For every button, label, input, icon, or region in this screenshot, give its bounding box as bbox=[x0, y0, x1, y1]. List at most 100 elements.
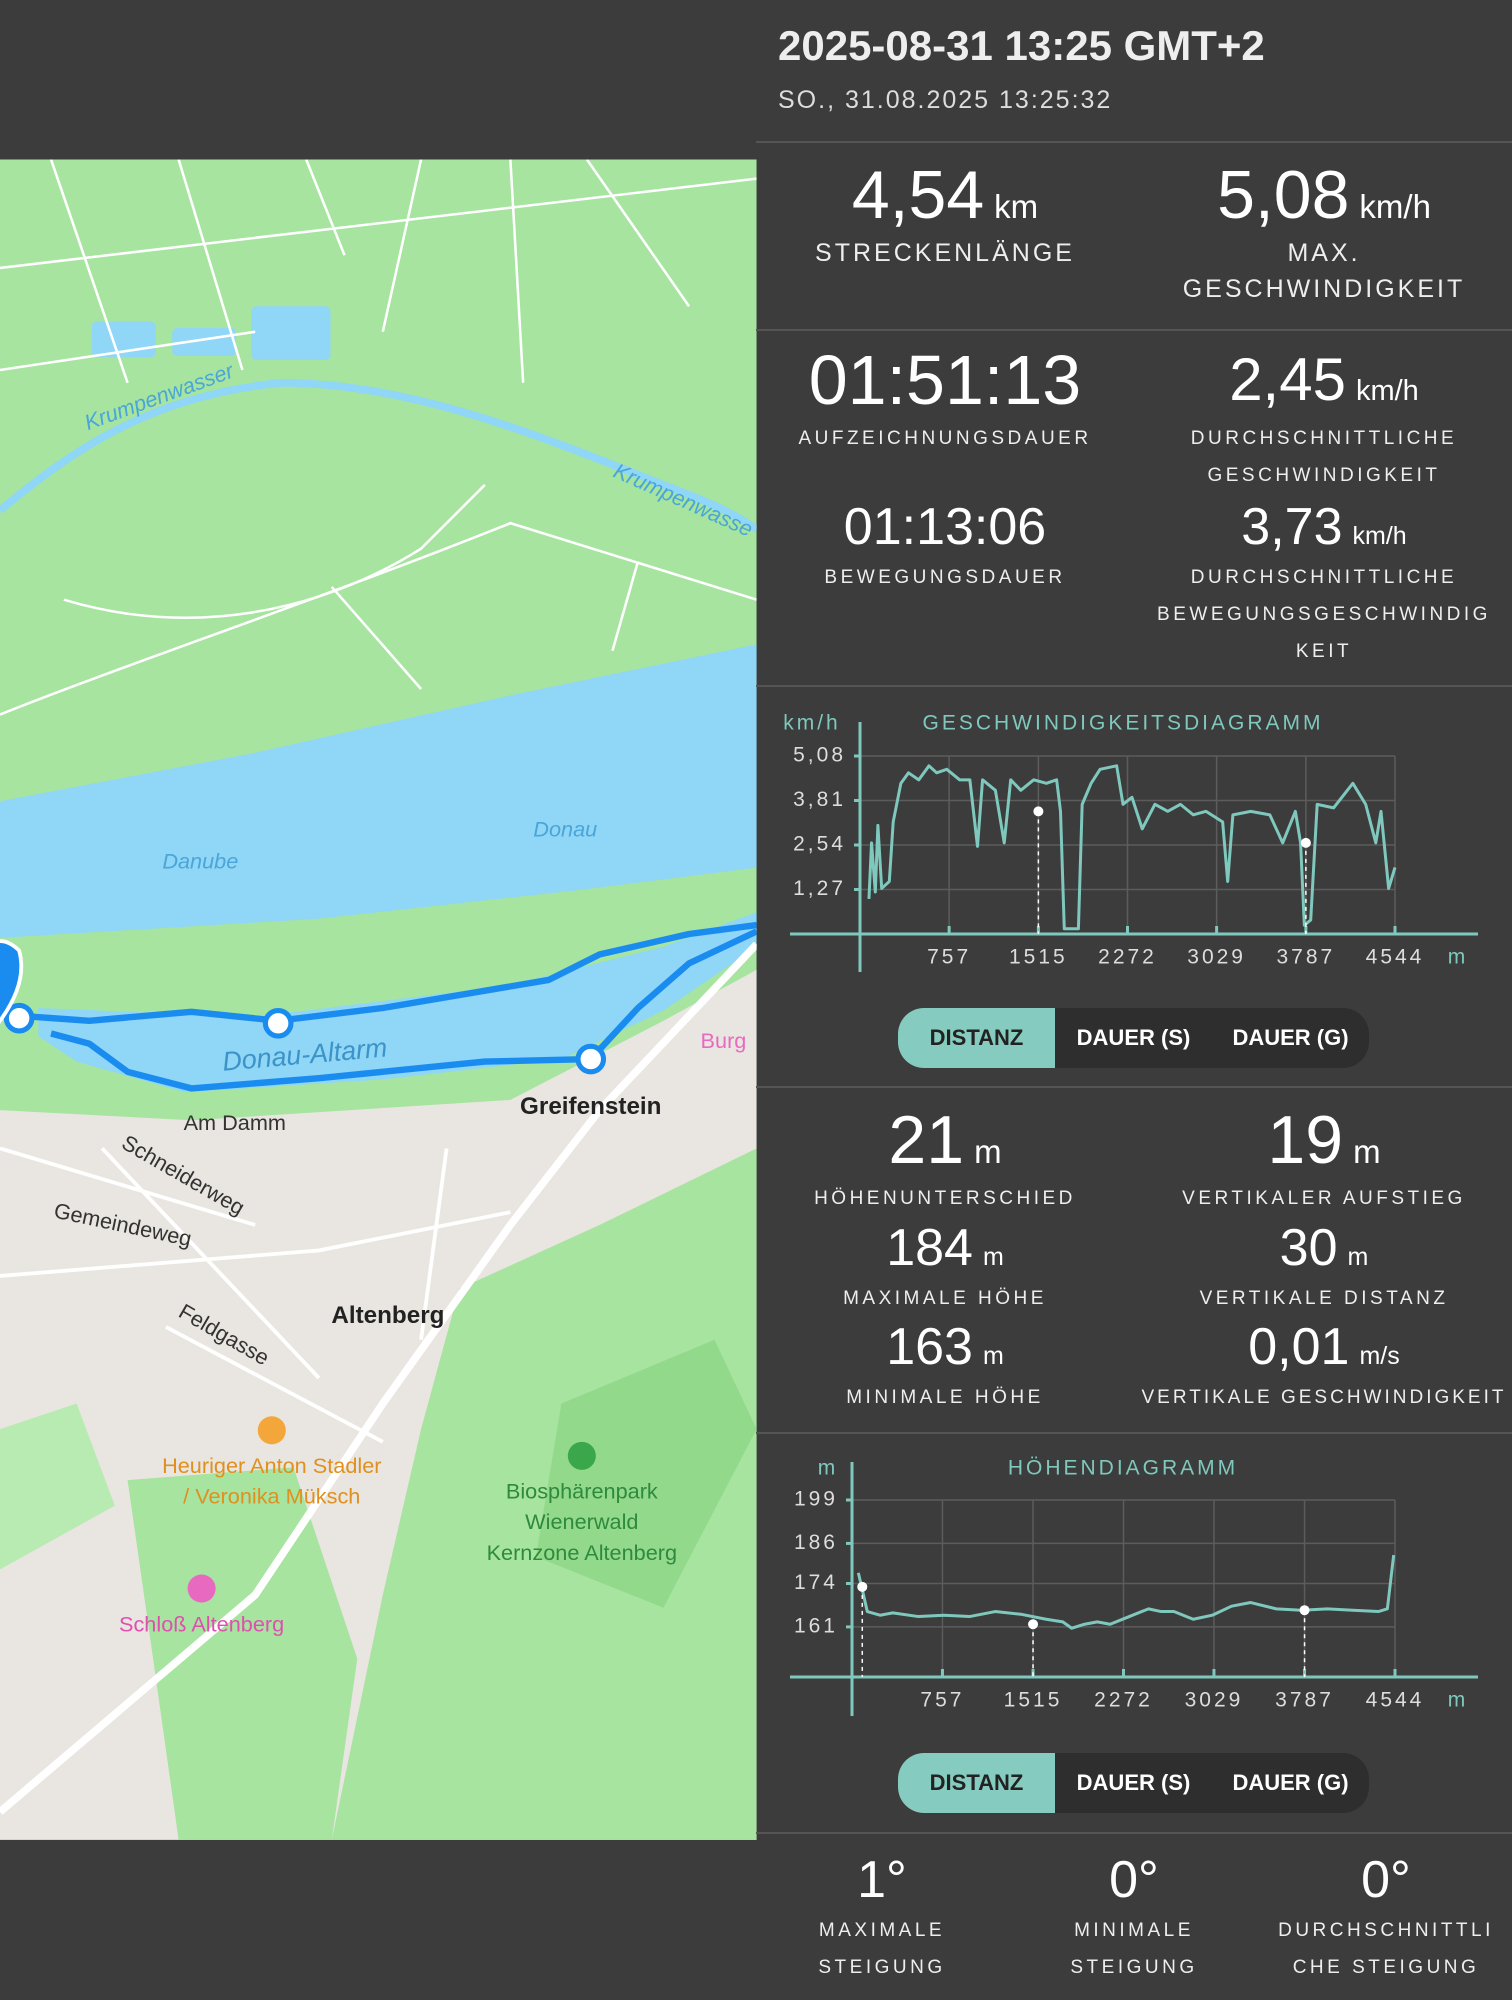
map-label: Donau bbox=[533, 816, 597, 841]
value: 163 bbox=[886, 1318, 973, 1376]
tab-button[interactable]: DAUER (G) bbox=[1232, 1770, 1349, 1795]
x-tick-label: 3787 bbox=[1275, 1689, 1334, 1712]
y-tick-label: 3,81 bbox=[793, 788, 846, 811]
stat-value: 0,01 m/s bbox=[1124, 1315, 1512, 1379]
tab-button[interactable]: DISTANZ bbox=[898, 1753, 1055, 1813]
marker bbox=[1300, 837, 1311, 848]
stat: 30 m VERTIKALE DISTANZ bbox=[1124, 1216, 1512, 1317]
stat: 01:51:13 AUFZEICHNUNGSDAUER bbox=[745, 340, 1145, 457]
x-tick-label: 1515 bbox=[1004, 1689, 1063, 1712]
stat-value: 01:51:13 bbox=[745, 340, 1145, 420]
stat-label: STRECKENLÄNGE bbox=[815, 239, 1075, 267]
tab-button[interactable]: DAUER (S) bbox=[1076, 1025, 1191, 1050]
y-axis-label: km/h bbox=[783, 712, 841, 735]
value: 21 bbox=[888, 1102, 965, 1178]
value: 0° bbox=[1109, 1851, 1159, 1909]
segmented-control: DISTANZ DAUER (S) DAUER (G) bbox=[898, 1753, 1369, 1813]
marker bbox=[1299, 1605, 1310, 1616]
chart-title: HÖHENDIAGRAMM bbox=[1008, 1457, 1238, 1480]
map-label: Biosphärenpark bbox=[506, 1479, 658, 1504]
stat-label: HÖHENUNTERSCHIED bbox=[814, 1188, 1076, 1209]
stat-value: 01:13:06 bbox=[745, 495, 1145, 559]
x-tick-label: 3787 bbox=[1277, 946, 1336, 969]
unit: km/h bbox=[1359, 188, 1431, 225]
tab-button[interactable]: DAUER (S) bbox=[1076, 1770, 1191, 1795]
unit: m bbox=[982, 1243, 1004, 1271]
value: 4,54 bbox=[851, 157, 985, 233]
stat: 01:13:06 BEWEGUNGSDAUER bbox=[745, 495, 1145, 596]
unit: km bbox=[994, 188, 1039, 225]
y-axis-label: m bbox=[818, 1457, 839, 1480]
stat-value: 30 m bbox=[1124, 1216, 1512, 1280]
value: 0,01 bbox=[1248, 1318, 1350, 1376]
stat-label: VERTIKALER AUFSTIEG bbox=[1182, 1188, 1466, 1209]
x-axis-label: m bbox=[1448, 946, 1469, 969]
stat-label: MINIMALE STEIGUNG bbox=[1070, 1920, 1198, 1978]
map-label: Wienerwald bbox=[525, 1509, 638, 1534]
stat-label: DURCHSCHNITTLICHE GESCHWINDIGKEIT bbox=[1190, 428, 1458, 486]
map-label: Am Damm bbox=[184, 1110, 286, 1135]
map-label: Greifenstein bbox=[520, 1093, 661, 1120]
unit: km/h bbox=[1352, 522, 1407, 550]
value: 3,73 bbox=[1241, 498, 1343, 556]
map-label: Altenberg bbox=[331, 1302, 444, 1329]
value: 19 bbox=[1267, 1102, 1344, 1178]
y-tick-label: 1,27 bbox=[793, 877, 846, 900]
x-tick-label: 2272 bbox=[1098, 946, 1157, 969]
stat-label: AUFZEICHNUNGSDAUER bbox=[798, 428, 1092, 449]
tab-button[interactable]: DAUER (G) bbox=[1232, 1025, 1349, 1050]
value: 0° bbox=[1361, 1851, 1411, 1909]
stat-value: 184 m bbox=[745, 1216, 1145, 1280]
map-label: Burg bbox=[701, 1028, 747, 1053]
marker bbox=[1028, 1619, 1039, 1630]
unit: m bbox=[1353, 1133, 1381, 1170]
unit: m bbox=[974, 1133, 1002, 1170]
marker bbox=[1033, 806, 1044, 817]
stat-label: VERTIKALE GESCHWINDIGKEIT bbox=[1141, 1387, 1507, 1408]
data-line bbox=[867, 764, 1397, 931]
title: 2025-08-31 13:25 GMT+2 bbox=[778, 22, 1265, 69]
stat: 2,45 km/h DURCHSCHNITTLICHE GESCHWINDIGKEI… bbox=[1124, 340, 1512, 494]
stat-value: 19 m bbox=[1124, 1100, 1512, 1180]
separators bbox=[756, 141, 1512, 1834]
unit: km/h bbox=[1355, 375, 1419, 407]
stat: 21 m HÖHENUNTERSCHIED bbox=[745, 1100, 1145, 1217]
y-tick-label: 199 bbox=[794, 1488, 838, 1511]
value: 1° bbox=[857, 1851, 907, 1909]
data-line bbox=[856, 1554, 1396, 1630]
y-tick-label: 186 bbox=[794, 1531, 838, 1554]
stat-value: 21 m bbox=[745, 1100, 1145, 1180]
unit: m bbox=[982, 1342, 1004, 1370]
stat: 1° MAXIMALE STEIGUNG bbox=[760, 1848, 1005, 1986]
map[interactable]: Krumpenwasser Krumpenwasse Danube Donau … bbox=[0, 159, 757, 1840]
value: 01:51:13 bbox=[808, 341, 1082, 419]
value: 30 bbox=[1279, 1219, 1338, 1277]
unit: m/s bbox=[1359, 1342, 1400, 1370]
x-tick-label: 4544 bbox=[1366, 1689, 1425, 1712]
x-tick-label: 757 bbox=[927, 946, 971, 969]
x-axis-label: m bbox=[1448, 1689, 1469, 1712]
unit: m bbox=[1347, 1243, 1369, 1271]
stat-label: MAXIMALE STEIGUNG bbox=[818, 1920, 946, 1978]
chart-title: GESCHWINDIGKEITSDIAGRAMM bbox=[922, 712, 1323, 735]
x-tick-label: 1515 bbox=[1009, 946, 1068, 969]
segmented-control: DISTANZ DAUER (S) DAUER (G) bbox=[898, 1008, 1369, 1068]
value: 5,08 bbox=[1217, 157, 1350, 233]
stat-label: DURCHSCHNITTLICHE BEWEGUNGSGESCHWINDIGKE… bbox=[1157, 567, 1491, 662]
tab-button[interactable]: DISTANZ bbox=[898, 1008, 1055, 1068]
map-label: Schloß Altenberg bbox=[119, 1611, 284, 1636]
map-label: / Veronika Müksch bbox=[183, 1484, 360, 1509]
stat-value: 0° bbox=[1012, 1848, 1257, 1912]
map-label: Kernzone Altenberg bbox=[487, 1540, 678, 1565]
stat: 4,54 km STRECKENLÄNGE bbox=[785, 155, 1105, 271]
x-tick-label: 4544 bbox=[1366, 946, 1425, 969]
stat: 184 m MAXIMALE HÖHE bbox=[745, 1216, 1145, 1317]
stat-value: 2,45 km/h bbox=[1124, 340, 1512, 420]
value: 2,45 bbox=[1229, 346, 1346, 413]
stat-value: 4,54 km bbox=[785, 155, 1105, 235]
stat-value: 0° bbox=[1264, 1848, 1509, 1912]
y-tick-label: 161 bbox=[794, 1614, 838, 1637]
value: 184 bbox=[886, 1219, 973, 1277]
